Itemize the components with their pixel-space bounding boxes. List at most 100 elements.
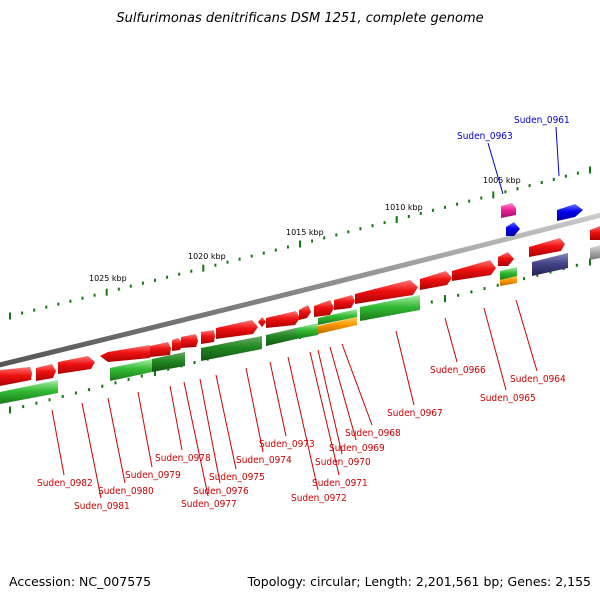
gene-label-suden-0968[interactable]: Suden_0968 <box>345 428 401 439</box>
scale-tick-32 <box>395 216 398 224</box>
gene-green-0981[interactable] <box>0 380 58 404</box>
scale-tick-8 <box>105 288 108 296</box>
leader-line-8 <box>317 349 343 455</box>
scale-tick-30 <box>371 224 374 228</box>
gene-suden-0981[interactable] <box>36 364 56 381</box>
scale-ticks <box>9 166 591 320</box>
leader-line-6 <box>341 343 373 426</box>
scale-tick-0 <box>9 312 11 320</box>
leader-line-20 <box>51 409 65 476</box>
gene-label-suden-0973[interactable]: Suden_0973 <box>259 439 315 450</box>
accession-label: Accession: NC_007575 <box>9 574 151 589</box>
gene-label-suden-0976[interactable]: Suden_0976 <box>193 486 249 497</box>
gene-label-suden-0961[interactable]: Suden_0961 <box>514 115 570 126</box>
gene-label-suden-0966[interactable]: Suden_0966 <box>430 365 486 376</box>
gene-label-suden-0975[interactable]: Suden_0975 <box>209 472 265 483</box>
lower-tick-11 <box>154 369 156 377</box>
lower-tick-34 <box>457 293 460 297</box>
scale-tick-24 <box>299 240 301 248</box>
gene-label-suden-0982[interactable]: Suden_0982 <box>37 478 93 489</box>
gene-suden-0970[interactable] <box>314 300 334 317</box>
map-title: Sulfurimonas denitrificans DSM 1251, com… <box>116 11 483 26</box>
gene-suden-0974[interactable] <box>216 320 258 339</box>
gene-suden-0964[interactable] <box>529 238 565 257</box>
gene-green-0974[interactable] <box>201 336 262 361</box>
gene-green-0971[interactable] <box>296 323 318 339</box>
gene-gray-edge[interactable] <box>590 245 600 260</box>
gene-label-suden-0977[interactable]: Suden_0977 <box>181 499 237 510</box>
gene-suden-0982[interactable] <box>0 367 32 386</box>
gene-suden-0968[interactable] <box>355 280 418 304</box>
gene-suden-0965[interactable] <box>498 252 514 266</box>
gene-navy-0964[interactable] <box>532 253 568 276</box>
gene-green-0979[interactable] <box>110 359 152 381</box>
lower-tick-39 <box>523 277 526 281</box>
gene-suden-0978[interactable] <box>150 342 171 357</box>
gene-green-0978[interactable] <box>152 352 185 372</box>
gene-orange-0969[interactable] <box>318 317 357 334</box>
leader-line-16 <box>169 385 183 451</box>
scale-tick-25 <box>311 239 314 243</box>
lower-tick-6 <box>88 388 91 392</box>
gene-suden-0976[interactable] <box>181 334 198 348</box>
scale-label-1015: 1015 kbp <box>286 228 324 237</box>
gene-label-suden-0981[interactable]: Suden_0981 <box>74 501 130 512</box>
gene-label-suden-0979[interactable]: Suden_0979 <box>125 470 181 481</box>
lower-tick-32 <box>430 300 433 304</box>
gene-suden-0980[interactable] <box>58 356 95 374</box>
scale-tick-4 <box>57 302 60 306</box>
gene-green-0968[interactable] <box>360 295 420 321</box>
gene-label-suden-0967[interactable]: Suden_0967 <box>387 408 443 419</box>
scale-tick-6 <box>81 296 84 300</box>
scale-tick-10 <box>129 284 132 288</box>
gene-suden-0979[interactable] <box>100 345 150 362</box>
gene-suden-0977[interactable] <box>172 338 183 351</box>
gene-suden-0973[interactable] <box>258 317 266 327</box>
gene-suden-0971[interactable] <box>299 305 311 320</box>
leader-line-9 <box>309 351 340 476</box>
gene-label-suden-0980[interactable]: Suden_0980 <box>98 486 154 497</box>
gene-suden-0972[interactable] <box>266 311 300 328</box>
gene-label-suden-0974[interactable]: Suden_0974 <box>236 455 292 466</box>
lower-tick-37 <box>496 283 499 287</box>
lower-tick-4 <box>61 394 64 398</box>
scale-tick-35 <box>431 208 434 212</box>
scale-tick-1 <box>21 311 24 315</box>
lower-tick-33 <box>444 295 446 303</box>
gene-label-suden-0972[interactable]: Suden_0972 <box>291 493 347 504</box>
gene-orange-0965[interactable] <box>500 276 517 286</box>
gene-suden-0975[interactable] <box>201 330 215 344</box>
scale-tick-44 <box>540 181 543 184</box>
gene-label-suden-0965[interactable]: Suden_0965 <box>480 393 536 404</box>
lower-tick-3 <box>48 398 51 402</box>
scale-tick-47 <box>576 171 579 175</box>
gene-label-suden-0971[interactable]: Suden_0971 <box>312 478 368 489</box>
scale-tick-9 <box>117 287 120 291</box>
gene-green-0973[interactable] <box>266 328 296 346</box>
scale-tick-45 <box>552 177 555 181</box>
gene-labels: Suden_0961 Suden_0963 Suden_0964 Suden_0… <box>37 115 570 512</box>
gene-green-0965a[interactable] <box>500 267 517 280</box>
gene-label-suden-0964[interactable]: Suden_0964 <box>510 374 566 385</box>
gene-suden-0966[interactable] <box>452 260 496 281</box>
gene-label-suden-0969[interactable]: Suden_0969 <box>329 443 385 454</box>
leader-line-18 <box>107 397 126 484</box>
scale-tick-7 <box>93 293 96 297</box>
scale-tick-16 <box>202 264 205 272</box>
lower-tick-36 <box>483 287 486 291</box>
gene-blue-0962[interactable] <box>506 222 520 236</box>
gene-label-suden-0978[interactable]: Suden_0978 <box>155 453 211 464</box>
leader-line-15 <box>183 381 209 497</box>
scale-tick-21 <box>262 251 265 255</box>
gene-suden-0967[interactable] <box>420 271 452 290</box>
leader-line-10 <box>287 356 319 491</box>
gene-suden-0963[interactable] <box>501 203 516 218</box>
gene-label-suden-0963[interactable]: Suden_0963 <box>457 131 513 142</box>
lower-tick-5 <box>74 391 77 395</box>
gene-label-suden-0970[interactable]: Suden_0970 <box>315 457 371 468</box>
gene-suden-0969[interactable] <box>334 295 355 310</box>
gene-suden-0961[interactable] <box>557 204 583 221</box>
gene-edge-right[interactable] <box>590 226 600 240</box>
gene-green-0970[interactable] <box>318 309 357 325</box>
leader-line-7 <box>329 346 357 441</box>
